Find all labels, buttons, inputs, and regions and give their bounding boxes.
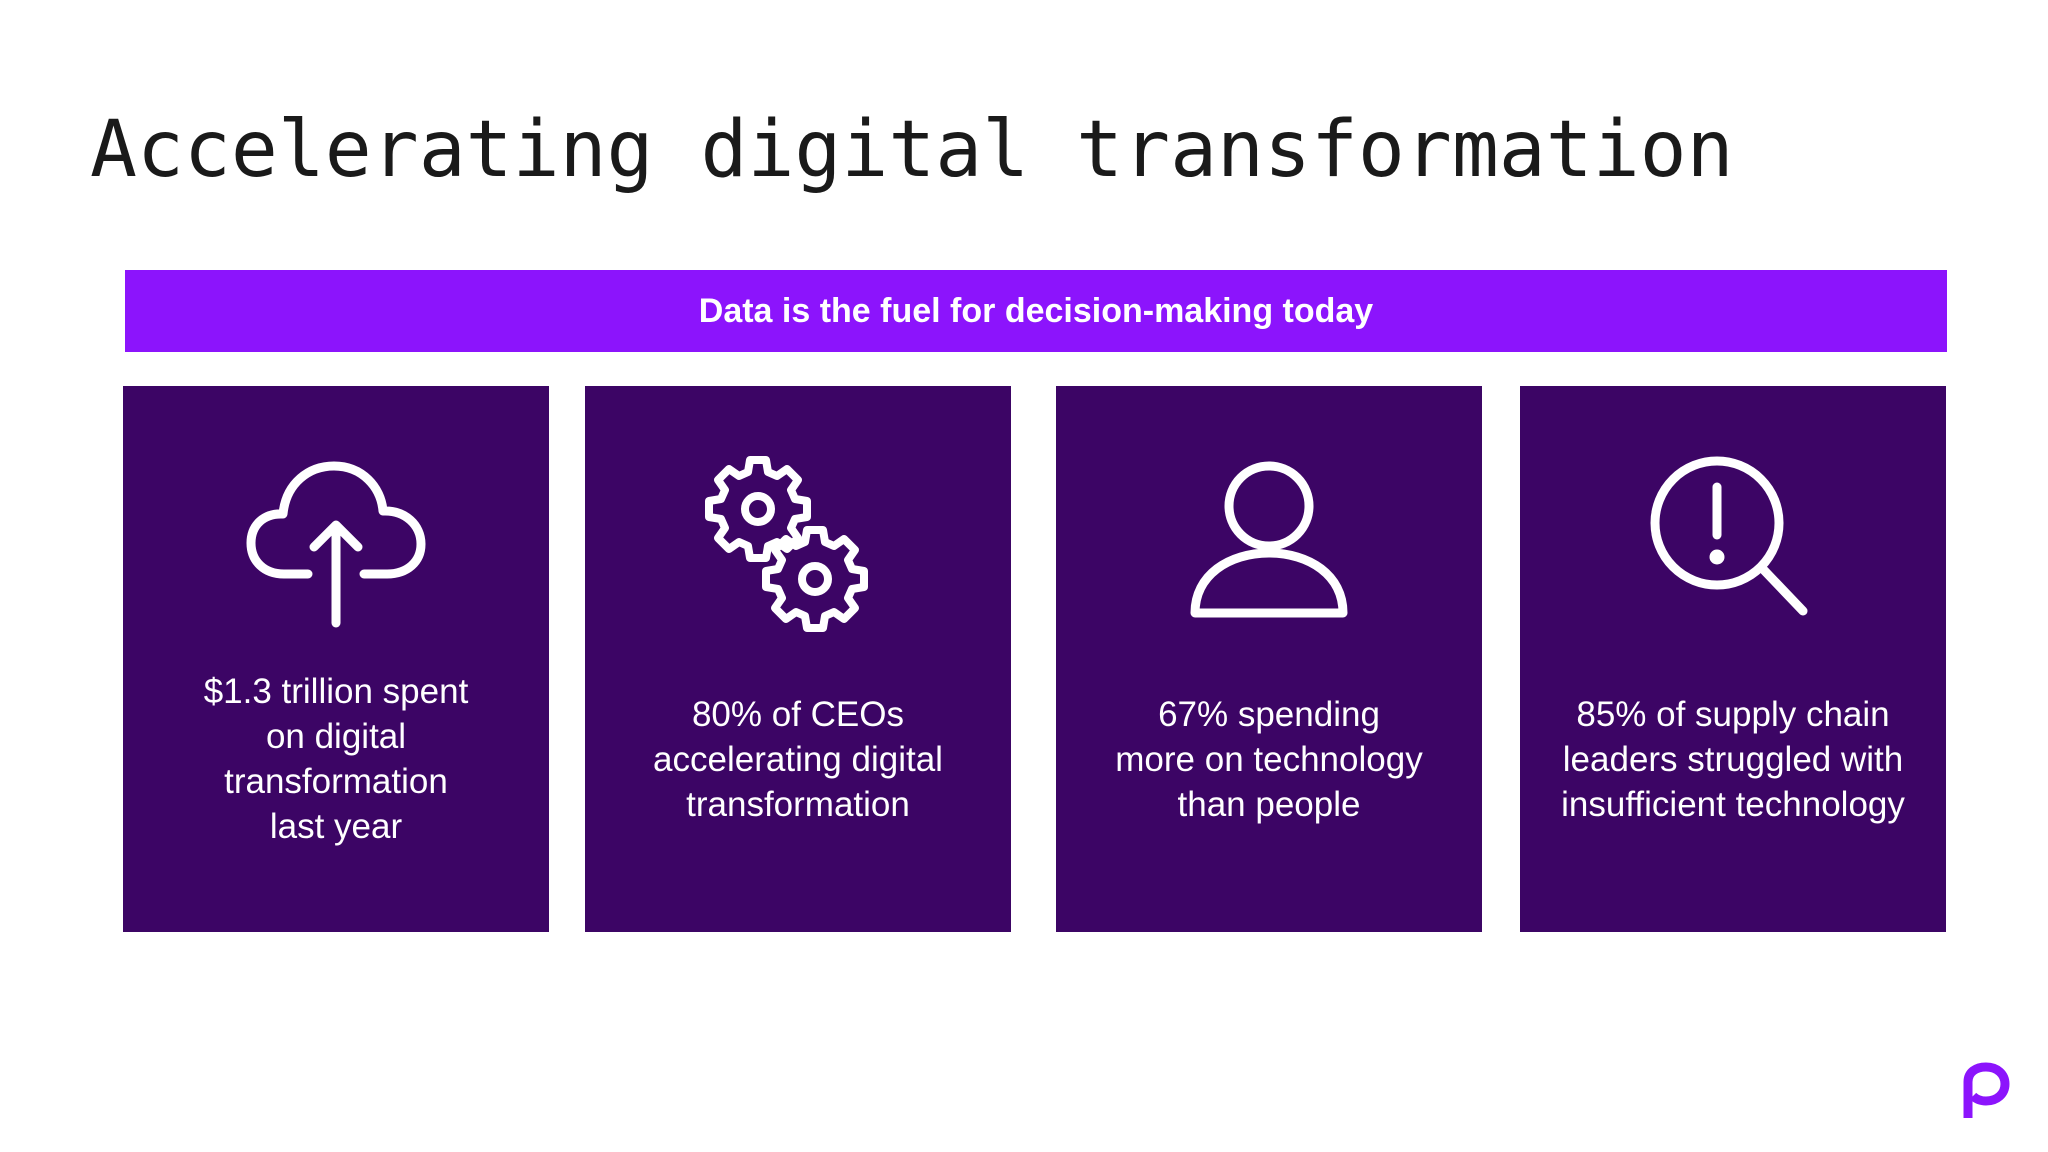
stat-text: 80% of CEOs accelerating digital transfo… (595, 646, 1001, 872)
brand-logo-icon (1962, 1062, 2012, 1118)
stat-text: $1.3 trillion spent on digital transform… (133, 646, 539, 872)
stat-line: 85% of supply chain (1576, 694, 1890, 734)
banner-text: Data is the fuel for decision-making tod… (698, 291, 1374, 330)
stat-card-spending: $1.3 trillion spent on digital transform… (123, 386, 549, 932)
stat-line: leaders struggled with (1562, 739, 1904, 779)
stat-card-technology-spending: 67% spending more on technology than peo… (1056, 386, 1482, 932)
stat-line: transformation (686, 784, 910, 824)
stat-line: accelerating digital (653, 739, 943, 779)
stat-line: 67% spending (1158, 694, 1380, 734)
stat-line: more on technology (1115, 739, 1423, 779)
stat-line: last year (269, 807, 403, 846)
stat-line: on digital (265, 717, 407, 756)
stat-line: 80% of CEOs (691, 694, 905, 734)
stat-line: than people (1177, 784, 1361, 824)
slide-title: Accelerating digital transformation (90, 105, 1734, 195)
stat-line: $1.3 trillion spent (203, 672, 469, 711)
gears-icon (698, 451, 898, 651)
stat-text: 67% spending more on technology than peo… (1066, 646, 1472, 872)
stat-line: transformation (224, 762, 448, 801)
magnifier-exclamation-icon (1633, 451, 1833, 651)
banner: Data is the fuel for decision-making tod… (125, 270, 1947, 352)
stat-card-ceos: 80% of CEOs accelerating digital transfo… (585, 386, 1011, 932)
stat-text: 85% of supply chain leaders struggled wi… (1530, 646, 1936, 872)
person-icon (1169, 451, 1369, 651)
stat-line: insufficient technology (1561, 784, 1905, 824)
stat-card-supply-chain: 85% of supply chain leaders struggled wi… (1520, 386, 1946, 932)
cloud-upload-icon (236, 451, 436, 651)
